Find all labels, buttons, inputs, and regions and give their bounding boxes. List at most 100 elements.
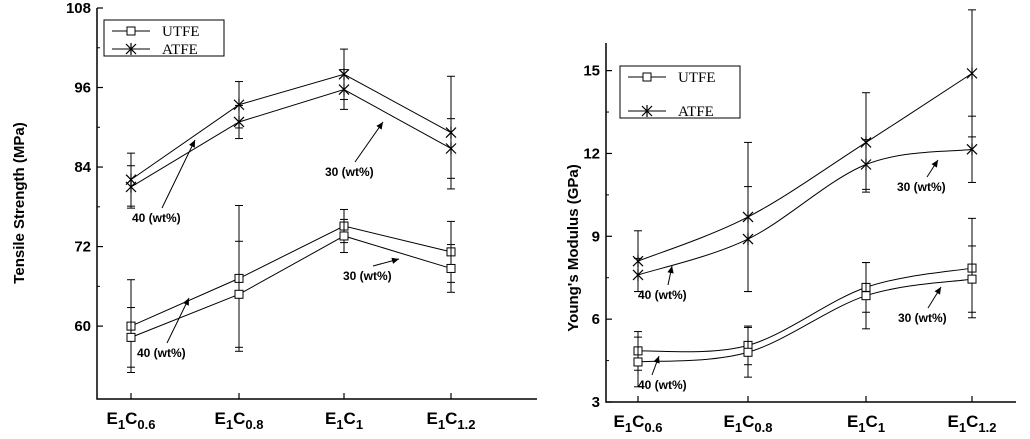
y-axis-label: Young's Modulus (GPa) xyxy=(565,164,582,331)
x-tick-label-sub1: 1 xyxy=(336,417,343,432)
x-tick-label-main: E xyxy=(427,409,438,428)
legend-marker-square xyxy=(126,26,136,36)
legend-marker-asterisk xyxy=(125,43,137,55)
x-tick-label: E1C0.8 xyxy=(724,412,773,435)
series-line xyxy=(130,235,452,338)
x-tick-label-sub1: 1 xyxy=(858,420,865,435)
x-tick-label-sub2: 0.6 xyxy=(137,417,155,432)
y-tick-label: 9 xyxy=(592,228,600,245)
data-point-asterisk xyxy=(445,142,457,155)
x-tick-label: E1C1 xyxy=(847,412,885,435)
legend: UTFE ATFE xyxy=(103,19,225,58)
series-atfe-3 xyxy=(632,115,978,293)
annotation: 30 (wt%) xyxy=(325,121,384,179)
annotation-arrow-line xyxy=(166,297,190,344)
data-point-square xyxy=(446,263,456,273)
x-tick-label-mid: C xyxy=(866,412,878,431)
data-point-asterisk xyxy=(966,67,978,80)
annotation-arrow-line xyxy=(161,139,196,209)
y-tick-label: 96 xyxy=(74,80,91,97)
legend-label: ATFE xyxy=(162,42,198,58)
x-tick-label-sub1: 1 xyxy=(735,420,742,435)
data-point-square xyxy=(126,332,136,342)
annotation-arrow-line xyxy=(354,121,384,163)
data-point-square xyxy=(633,357,643,367)
y-tick-label: 84 xyxy=(74,159,91,176)
x-tick-label: E1C1.2 xyxy=(427,409,476,432)
x-tick-label: E1C1 xyxy=(325,409,363,432)
annotation: 40 (wt%) xyxy=(137,297,190,360)
y-axis-label: Tensile Strength (MPa) xyxy=(11,122,28,283)
x-tick-label-mid: C xyxy=(632,412,644,431)
y-tick-label: 60 xyxy=(74,318,91,335)
x-tick-label-sub1: 1 xyxy=(438,417,445,432)
annotation-arrow-head xyxy=(653,356,660,364)
series-line xyxy=(637,72,973,262)
y-tick-label: 15 xyxy=(583,63,600,80)
axis-lines xyxy=(96,8,537,400)
x-tick-label-sub2: 1 xyxy=(356,417,363,432)
annotation-label: 30 (wt%) xyxy=(343,269,392,283)
annotation-arrow-head xyxy=(931,160,938,168)
legend: UTFE ATFE xyxy=(619,65,741,120)
x-tick-label-mid: C xyxy=(125,409,137,428)
x-tick-label-sub2: 0.6 xyxy=(644,420,662,435)
annotation-arrow-head xyxy=(189,140,195,148)
x-tick-label-mid: C xyxy=(742,412,754,431)
x-tick-label: E1C0.8 xyxy=(215,409,264,432)
annotation-label: 40 (wt%) xyxy=(638,378,687,392)
y-tick-label: 6 xyxy=(592,311,600,328)
x-tick-label-sub1: 1 xyxy=(959,420,966,435)
data-point-asterisk xyxy=(125,180,137,193)
legend-marker-asterisk xyxy=(641,105,653,117)
y-tick-label: 108 xyxy=(66,0,91,17)
series-utfe-1 xyxy=(633,245,977,388)
legend-box xyxy=(103,19,225,57)
x-tick-label-mid: C xyxy=(233,409,245,428)
x-tick-label-sub2: 1.2 xyxy=(457,417,475,432)
y-tick-label: 3 xyxy=(592,394,600,411)
series-atfe-2 xyxy=(125,48,457,207)
annotation-label: 30 (wt%) xyxy=(897,180,946,194)
x-tick-label-sub1: 1 xyxy=(226,417,233,432)
legend-label: UTFE xyxy=(678,70,716,86)
annotation: 40 (wt%) xyxy=(638,265,687,302)
x-tick-label-main: E xyxy=(215,409,226,428)
annotation-arrow-head xyxy=(934,287,941,295)
annotation-arrow-head xyxy=(391,257,399,264)
x-tick-label-sub1: 1 xyxy=(625,420,632,435)
x-tick-label: E1C0.6 xyxy=(107,409,156,432)
data-point-square xyxy=(339,231,349,241)
x-tick-label-sub1: 1 xyxy=(118,417,125,432)
series-utfe-1 xyxy=(126,218,456,368)
legend-marker-square xyxy=(642,72,652,82)
x-tick-label-mid: C xyxy=(344,409,356,428)
annotation-label: 40 (wt%) xyxy=(132,211,181,225)
annotation: 30 (wt%) xyxy=(898,286,947,325)
annotation-label: 30 (wt%) xyxy=(898,311,947,325)
x-tick-label-sub2: 1.2 xyxy=(978,420,996,435)
y-tick-label: 12 xyxy=(583,145,600,162)
legend-label: ATFE xyxy=(678,104,714,120)
series-line xyxy=(637,267,973,353)
data-point-asterisk xyxy=(338,83,350,96)
series-atfe-2 xyxy=(632,9,978,293)
series-line xyxy=(130,88,452,188)
x-tick-label-sub2: 0.8 xyxy=(245,417,263,432)
annotation-label: 30 (wt%) xyxy=(325,165,374,179)
series-atfe-3 xyxy=(125,69,457,209)
data-point-square xyxy=(743,347,753,357)
data-point-square xyxy=(861,291,871,301)
x-tick-label-sub2: 0.8 xyxy=(754,420,772,435)
data-point-asterisk xyxy=(742,233,754,246)
x-tick-label-mid: C xyxy=(445,409,457,428)
annotation-label: 40 (wt%) xyxy=(137,346,186,360)
x-tick-label-main: E xyxy=(107,409,118,428)
x-tick-label: E1C0.6 xyxy=(614,412,663,435)
legend-label: UTFE xyxy=(162,24,200,40)
series-line xyxy=(130,73,452,181)
data-point-asterisk xyxy=(966,143,978,156)
